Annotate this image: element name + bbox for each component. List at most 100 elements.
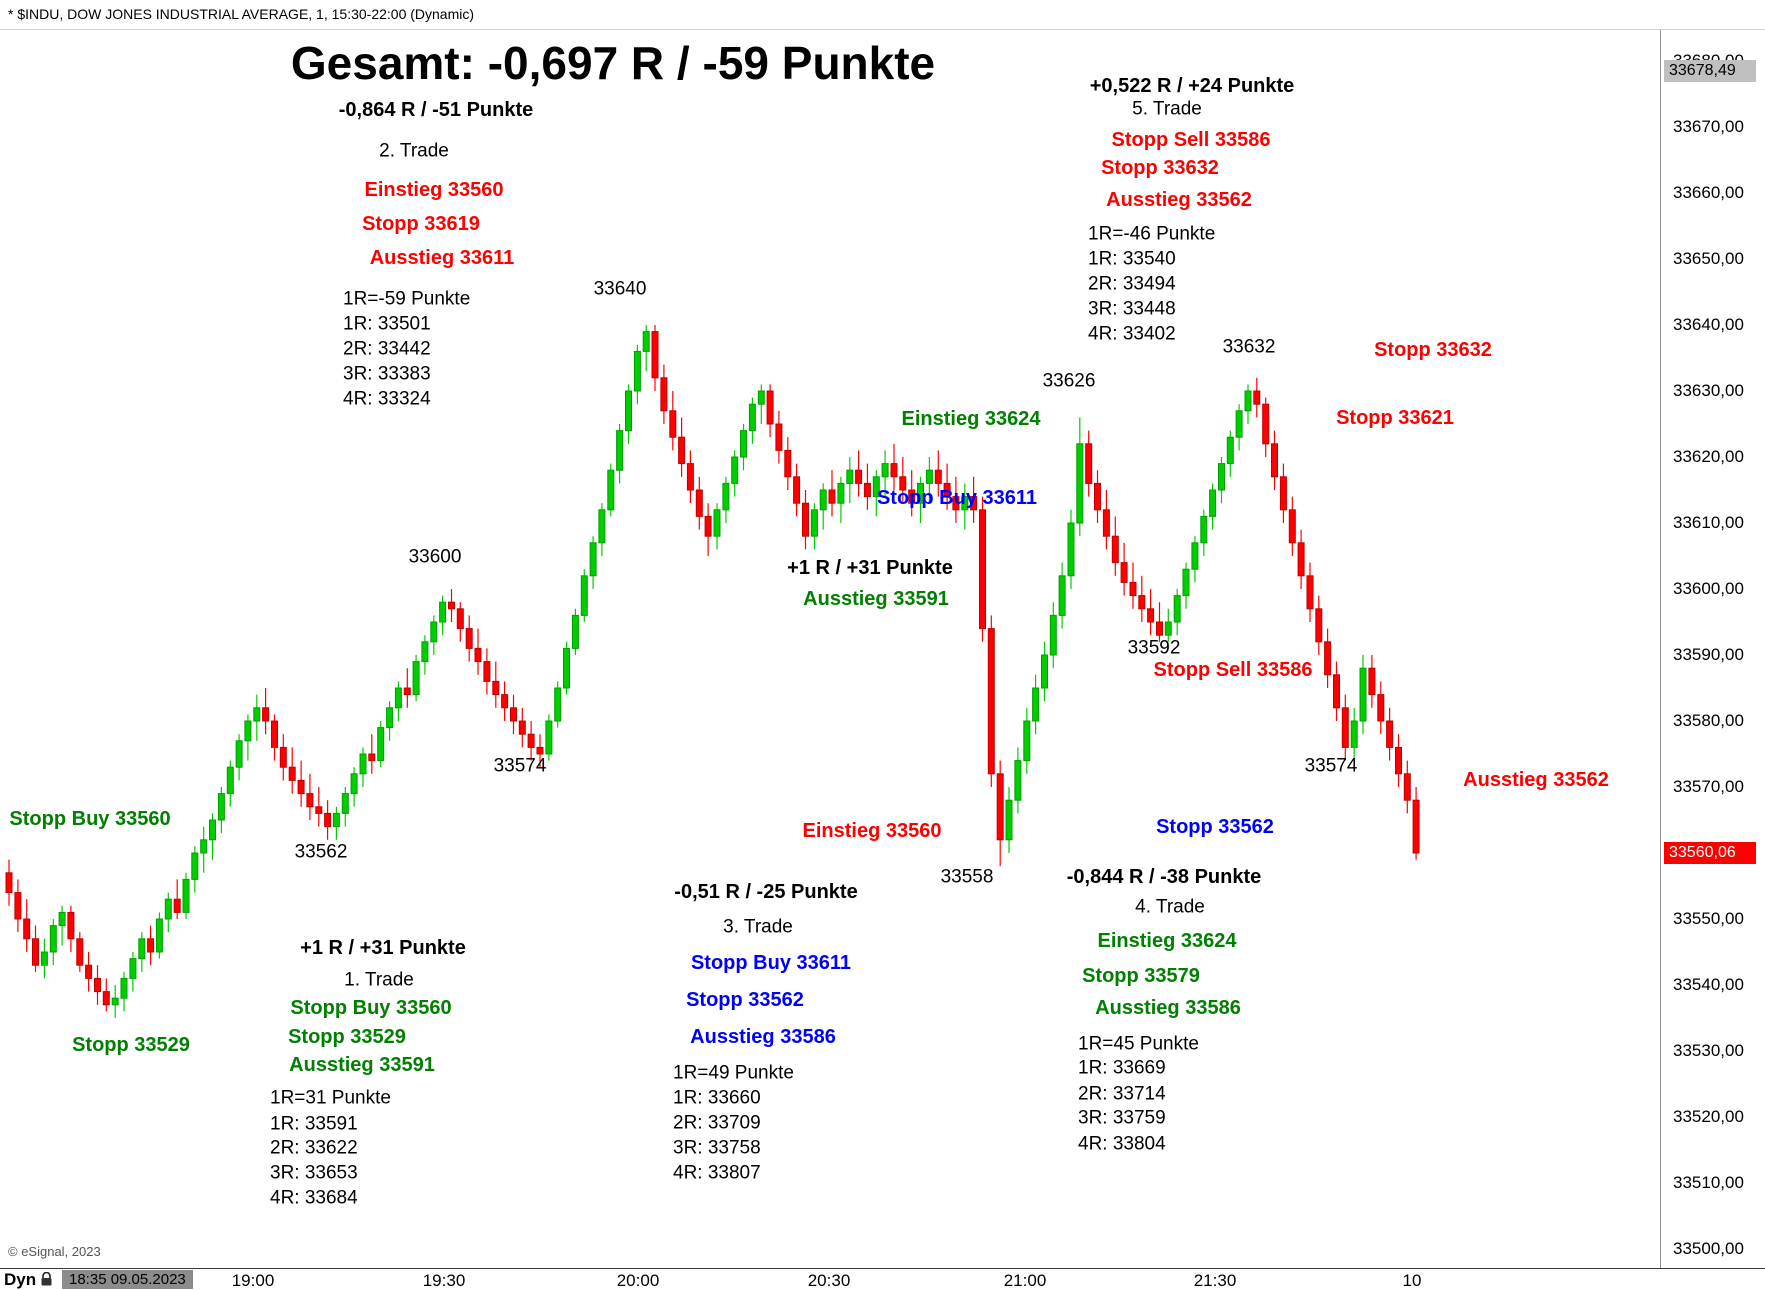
candle-body	[1014, 760, 1022, 801]
trade5-r0: 1R=-46 Punkte	[1088, 223, 1216, 245]
price-label-33562: 33562	[294, 841, 348, 863]
candle-body	[872, 476, 880, 498]
candle-body	[1324, 641, 1332, 676]
note-stopp-buy-33611: Stopp Buy 33611	[876, 487, 1038, 509]
dyn-button[interactable]: Dyn	[4, 1270, 37, 1289]
candle-body	[483, 661, 491, 682]
note-ausstieg-33562: Ausstieg 33562	[1463, 769, 1609, 791]
trade4-r1: 1R: 33669	[1078, 1057, 1166, 1079]
candle-body	[448, 601, 455, 610]
candle-body	[386, 707, 394, 729]
candle-body	[589, 542, 597, 577]
candle-body	[669, 410, 677, 438]
candle-body	[625, 390, 632, 432]
time-axis-label: 19:30	[422, 1271, 466, 1290]
candle-body	[49, 925, 57, 953]
price-axis[interactable]: 33680,0033670,0033660,0033650,0033640,00…	[1660, 0, 1765, 1290]
candle-body	[1164, 621, 1172, 636]
candle-body	[85, 964, 93, 979]
trade5-r3: 3R: 33448	[1088, 298, 1176, 320]
candle-body	[1049, 614, 1057, 656]
candle-body	[341, 793, 349, 814]
time-axis-label: 21:30	[1193, 1271, 1237, 1290]
note-einstieg-33560: Einstieg 33560	[802, 820, 942, 842]
candle-body	[235, 740, 243, 768]
candle-body	[200, 839, 208, 854]
candle-body	[76, 938, 84, 966]
candle-body	[846, 469, 854, 484]
trade1-stopp-buy: Stopp Buy 33560	[290, 997, 452, 1019]
candle-body	[67, 911, 75, 940]
candle-body	[598, 509, 606, 544]
trade5-r2: 2R: 33494	[1088, 273, 1176, 295]
trade4-r2: 2R: 33714	[1078, 1083, 1166, 1105]
candle-body	[1147, 608, 1155, 623]
price-label-33592: 33592	[1127, 637, 1181, 659]
time-axis-label: 10	[1402, 1271, 1422, 1290]
candle-body	[439, 601, 447, 623]
candle-body	[1032, 687, 1040, 722]
price-tick-label: 33570,00	[1673, 777, 1744, 796]
candle-body	[1067, 522, 1075, 577]
trade4-r0: 1R=45 Punkte	[1078, 1033, 1199, 1055]
trade1-result: +1 R / +31 Punkte	[300, 937, 466, 959]
trade3-r3: 3R: 33758	[673, 1137, 761, 1159]
candle-body	[651, 331, 659, 379]
candle-body	[1138, 595, 1146, 610]
candle-body	[456, 608, 464, 630]
candle-body	[209, 819, 216, 841]
candle-body	[226, 766, 234, 795]
candle-body	[660, 377, 668, 412]
price-label-33640: 33640	[593, 278, 647, 300]
candle-body	[881, 463, 889, 478]
price-tick-label: 33540,00	[1673, 975, 1744, 994]
candle-body	[1412, 799, 1420, 854]
trade1-ausstieg: Ausstieg 33591	[289, 1054, 435, 1076]
candle-body	[1111, 535, 1119, 564]
candle-body	[908, 489, 916, 504]
trade2-result: -0,864 R / -51 Punkte	[338, 99, 534, 121]
candle-body	[465, 628, 473, 649]
candle-body	[1350, 720, 1358, 748]
candle-body	[925, 469, 933, 484]
time-axis[interactable]: Dyn 18:35 09.05.2023 19:00 19:30 20:00 20:3…	[0, 1268, 1765, 1290]
candle-body	[934, 469, 942, 484]
datetime-badge: 18:35 09.05.2023	[62, 1270, 193, 1289]
candle-body	[1023, 720, 1031, 762]
candle-body	[1253, 390, 1261, 405]
candle-body	[1297, 542, 1305, 577]
candlestick-chart[interactable]	[0, 0, 1660, 1290]
note-stopp-33529: Stopp 33529	[72, 1034, 190, 1056]
candle-body	[350, 773, 358, 795]
candle-body	[518, 720, 526, 735]
trade3-label: 3. Trade	[723, 916, 793, 938]
price-label-33558: 33558	[940, 866, 994, 888]
time-axis-label: 21:00	[1003, 1271, 1047, 1290]
lock-icon[interactable]	[40, 1271, 53, 1290]
trade3-r1: 1R: 33660	[673, 1087, 761, 1109]
note-einstieg-33624: Einstieg 33624	[901, 408, 1041, 430]
candle-body	[253, 707, 261, 722]
candle-body	[722, 482, 730, 511]
trade4-r3: 3R: 33759	[1078, 1107, 1166, 1129]
price-tick-label: 33640,00	[1673, 315, 1744, 334]
candle-body	[943, 482, 951, 498]
candle-body	[970, 496, 978, 511]
candle-body	[536, 746, 544, 755]
trade4-label: 4. Trade	[1135, 896, 1205, 918]
price-label-33632: 33632	[1222, 336, 1276, 358]
candle-body	[855, 469, 863, 484]
trade2-r3: 3R: 33383	[343, 363, 431, 385]
candle-body	[961, 496, 969, 511]
candle-body	[757, 390, 765, 405]
candle-body	[766, 390, 774, 425]
trade4-einstieg: Einstieg 33624	[1097, 930, 1237, 952]
candle-body	[1129, 581, 1137, 597]
candle-body	[403, 687, 411, 696]
candle-body	[412, 661, 420, 696]
candle-body	[94, 977, 101, 993]
trade3-stopp: Stopp 33562	[686, 989, 804, 1011]
price-label-33626: 33626	[1042, 370, 1096, 392]
time-axis-label: 20:30	[807, 1271, 851, 1290]
candle-body	[182, 878, 190, 913]
